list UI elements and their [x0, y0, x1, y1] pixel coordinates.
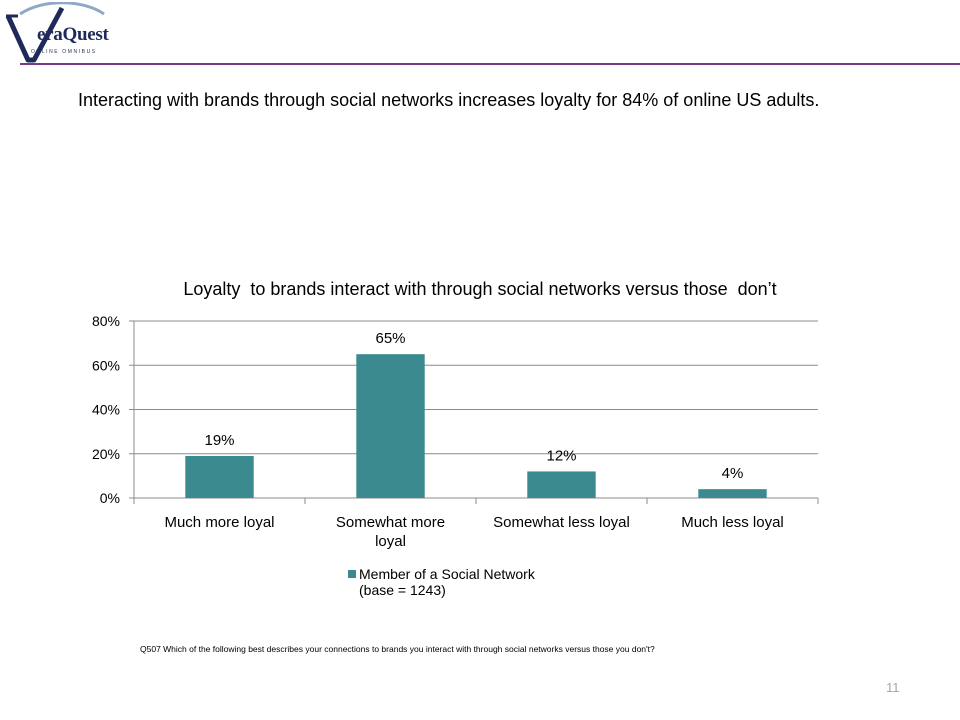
y-tick-label: 40%: [92, 402, 120, 418]
logo-subtitle: ONLINE OMNIBUS: [31, 49, 97, 55]
bar: [356, 354, 425, 498]
data-label: 19%: [204, 432, 234, 449]
x-tick-label: Much more loyal: [164, 514, 274, 531]
legend-line-2: (base = 1243): [359, 582, 446, 598]
y-tick-label: 20%: [92, 446, 120, 462]
legend-line-1: Member of a Social Network: [359, 566, 535, 582]
bar: [698, 489, 767, 498]
logo-swoosh-icon: [5, 2, 105, 63]
chart-legend: Member of a Social Network (base = 1243): [348, 566, 535, 598]
data-label: 4%: [722, 465, 744, 482]
slide-title: Interacting with brands through social n…: [78, 90, 820, 110]
data-label: 12%: [546, 447, 576, 464]
veraquest-logo: eraQuest ONLINE OMNIBUS: [4, 2, 134, 64]
x-tick-label: Somewhat more: [336, 514, 445, 531]
x-tick-label: loyal: [375, 533, 406, 550]
x-tick-label: Somewhat less loyal: [493, 514, 630, 531]
page-number: 11: [886, 680, 900, 695]
legend-swatch: [348, 570, 356, 578]
bar: [185, 455, 254, 498]
y-tick-label: 80%: [92, 313, 120, 329]
y-tick-label: 60%: [92, 357, 120, 373]
y-tick-label: 0%: [100, 490, 120, 506]
legend-label: Member of a Social Network (base = 1243): [359, 566, 535, 598]
chart-title: Loyalty to brands interact with through …: [183, 279, 777, 299]
bar: [527, 471, 596, 498]
data-label: 65%: [375, 330, 405, 347]
logo-wordmark: eraQuest: [37, 24, 109, 45]
question-footnote: Q507 Which of the following best describ…: [140, 644, 655, 654]
header-divider: [20, 63, 960, 65]
x-tick-label: Much less loyal: [681, 514, 784, 531]
